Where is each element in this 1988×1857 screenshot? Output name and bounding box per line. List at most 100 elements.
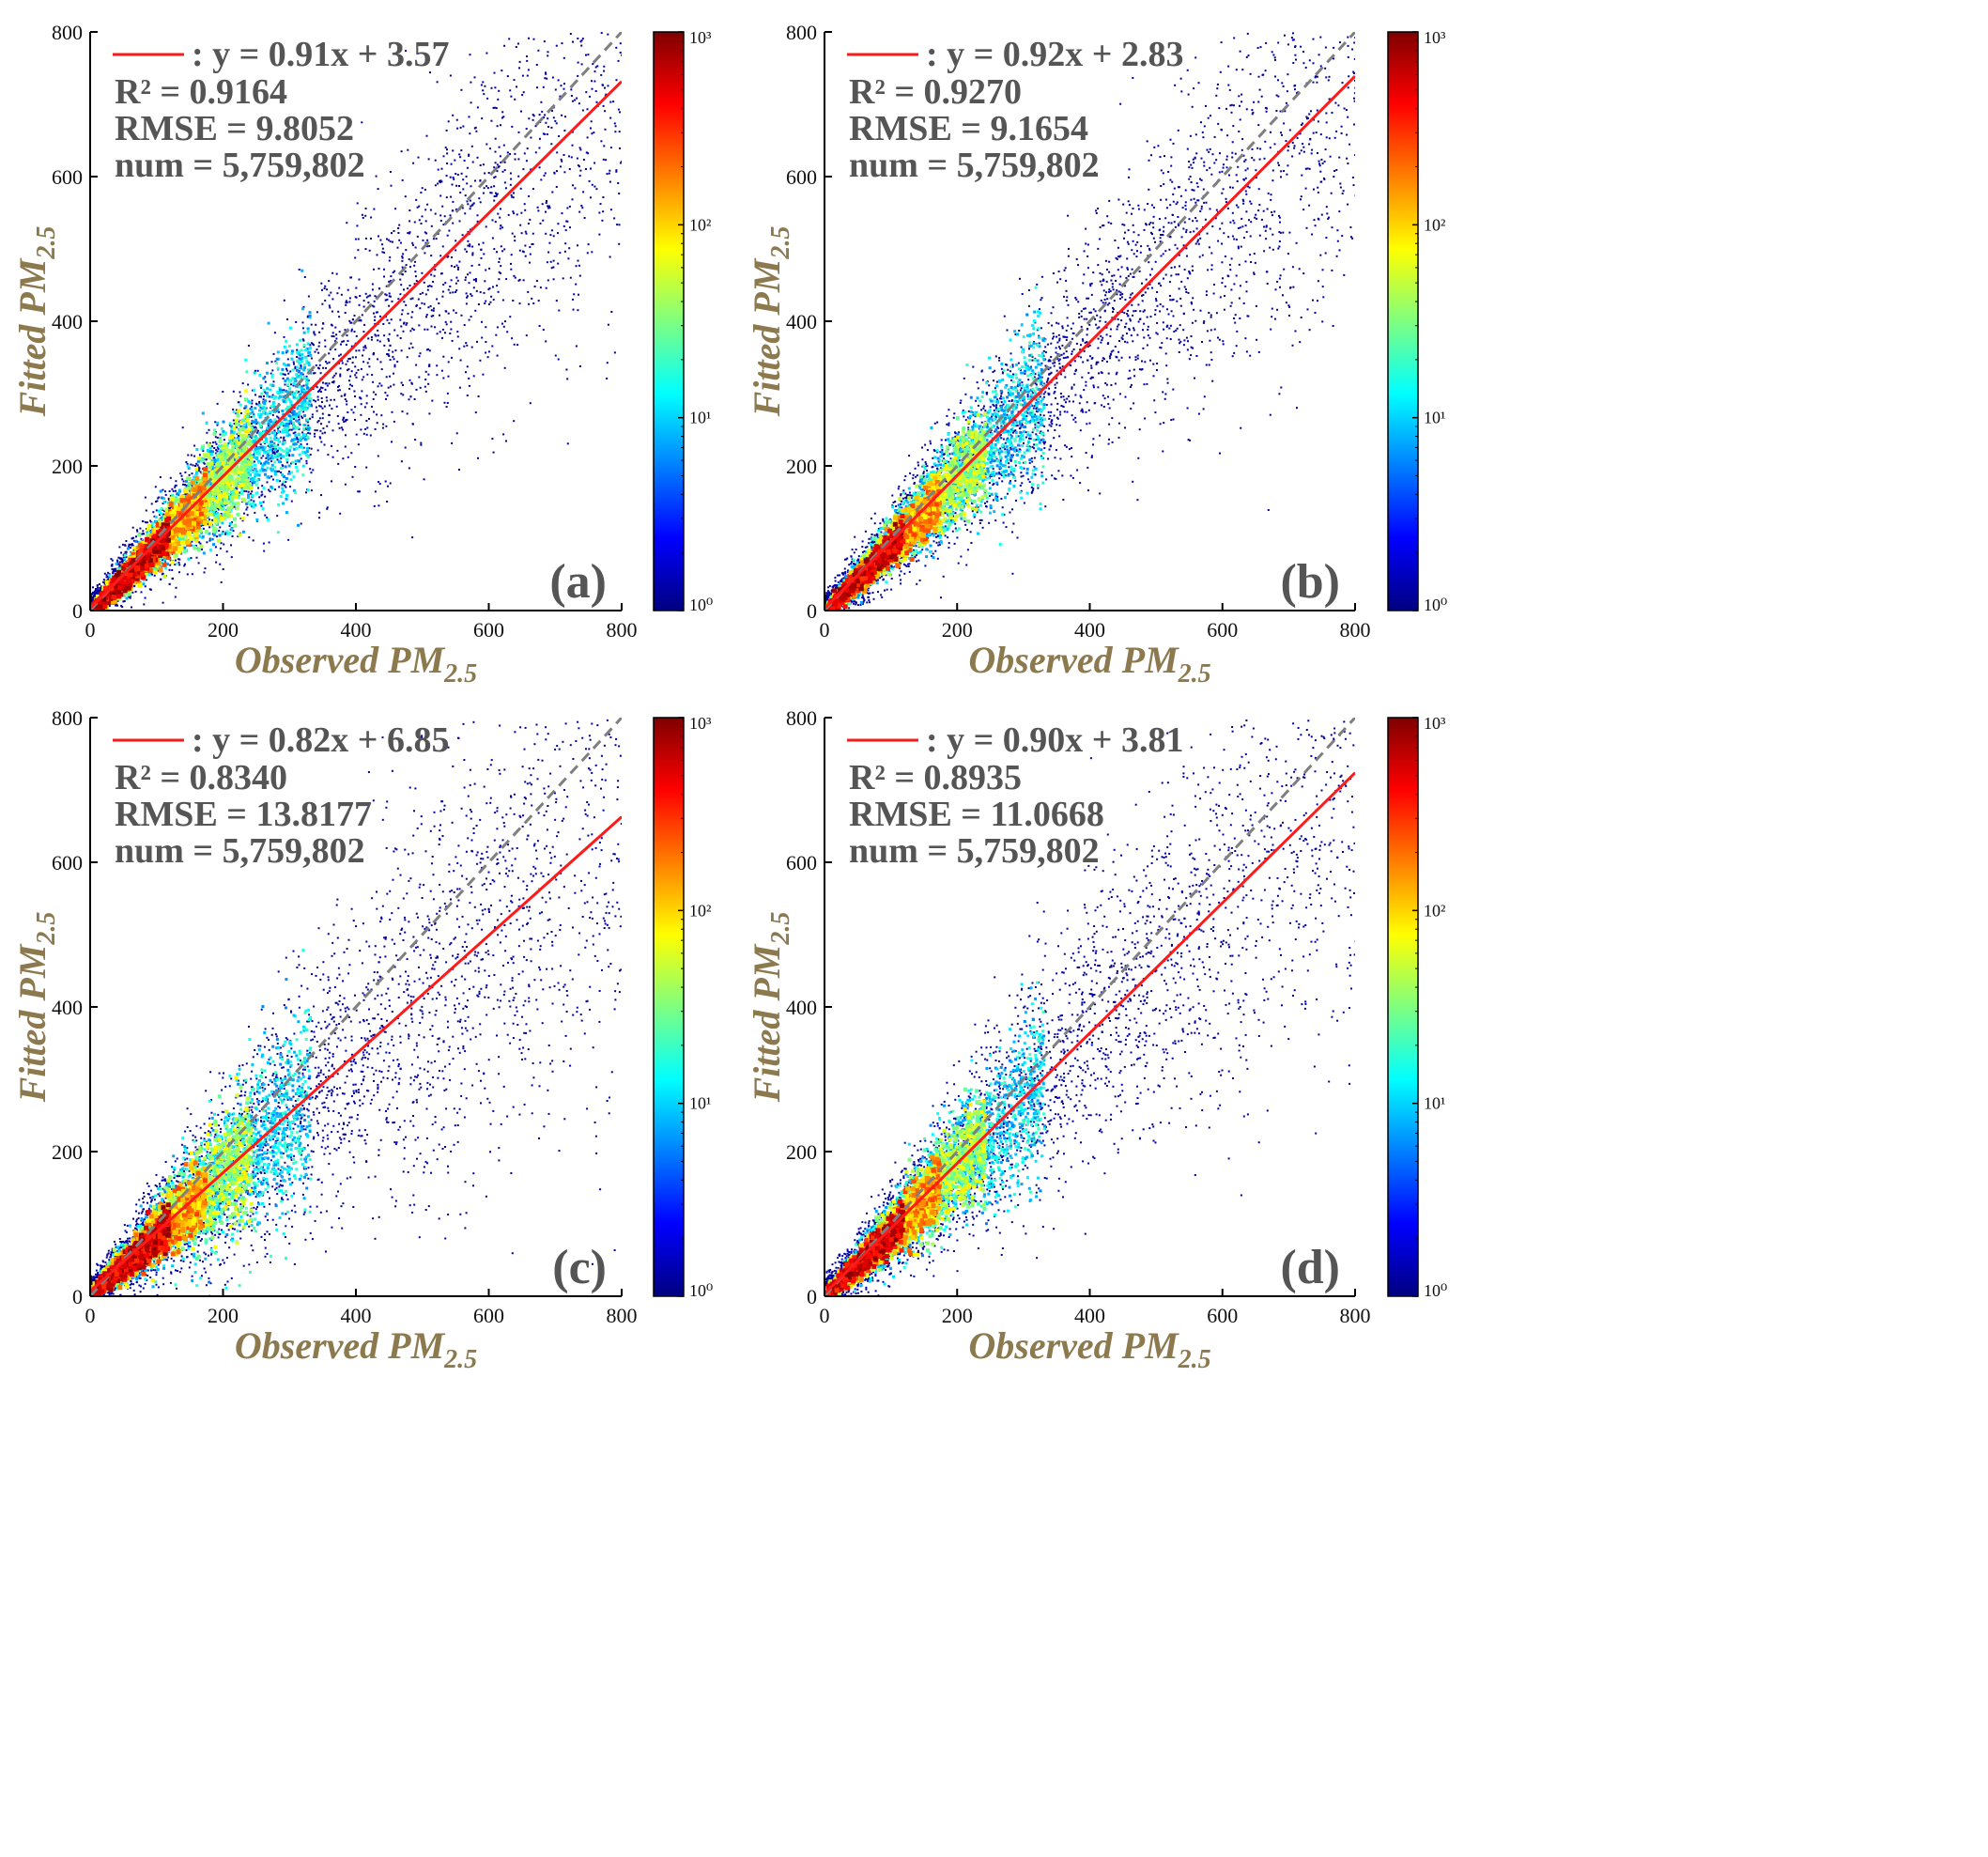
density-point bbox=[376, 254, 378, 256]
density-point bbox=[143, 603, 146, 606]
density-point bbox=[466, 295, 469, 298]
density-point bbox=[199, 457, 203, 460]
density-point bbox=[418, 205, 421, 208]
density-point bbox=[430, 315, 433, 317]
density-point bbox=[532, 188, 534, 191]
density-point bbox=[579, 169, 582, 172]
density-point bbox=[379, 239, 382, 241]
density-point bbox=[105, 574, 108, 577]
density-point bbox=[333, 398, 336, 401]
density-point bbox=[494, 162, 497, 164]
density-point bbox=[216, 424, 219, 426]
density-point bbox=[533, 286, 536, 287]
density-point bbox=[364, 292, 367, 295]
density-point bbox=[499, 216, 501, 219]
density-point bbox=[468, 154, 470, 157]
density-point bbox=[278, 426, 281, 428]
density-point bbox=[393, 358, 395, 361]
density-point bbox=[577, 244, 578, 247]
density-point bbox=[268, 442, 271, 446]
density-point bbox=[378, 235, 379, 238]
density-point bbox=[529, 218, 532, 221]
density-point bbox=[552, 235, 555, 238]
density-point bbox=[316, 386, 318, 389]
density-point bbox=[402, 330, 405, 333]
density-point bbox=[486, 356, 489, 359]
density-point bbox=[239, 491, 241, 494]
density-point bbox=[277, 449, 280, 452]
density-point bbox=[434, 326, 437, 329]
density-point bbox=[239, 395, 242, 397]
density-point bbox=[557, 358, 560, 361]
density-point bbox=[619, 52, 622, 54]
density-point bbox=[446, 392, 449, 395]
density-point bbox=[233, 423, 236, 426]
density-point bbox=[191, 540, 193, 543]
density-point bbox=[350, 330, 353, 333]
density-point bbox=[202, 527, 205, 530]
density-point bbox=[111, 559, 114, 562]
density-point bbox=[456, 331, 459, 333]
density-point bbox=[447, 255, 450, 257]
density-point bbox=[193, 444, 196, 447]
density-point bbox=[288, 449, 292, 453]
density-point bbox=[322, 427, 325, 430]
density-point bbox=[378, 483, 381, 486]
density-point bbox=[319, 405, 322, 408]
density-point bbox=[206, 520, 209, 524]
density-point bbox=[311, 416, 314, 419]
density-point bbox=[272, 478, 274, 481]
density-point bbox=[301, 373, 304, 376]
density-point bbox=[509, 183, 512, 186]
density-point bbox=[351, 475, 354, 478]
density-point bbox=[255, 403, 258, 406]
density-point bbox=[315, 400, 316, 403]
density-point bbox=[228, 524, 231, 527]
density-point bbox=[399, 293, 402, 296]
density-point bbox=[524, 244, 527, 247]
density-point bbox=[305, 450, 309, 454]
density-point bbox=[281, 410, 285, 412]
density-point bbox=[581, 109, 584, 112]
density-point bbox=[558, 135, 561, 137]
density-point bbox=[357, 368, 360, 371]
density-point bbox=[331, 324, 333, 327]
density-point bbox=[591, 87, 593, 90]
density-point bbox=[258, 373, 262, 377]
density-point bbox=[184, 493, 187, 495]
density-point bbox=[350, 345, 353, 348]
density-point bbox=[440, 369, 443, 372]
density-point bbox=[296, 407, 300, 410]
density-point bbox=[144, 496, 146, 499]
density-point bbox=[272, 405, 276, 409]
density-point bbox=[136, 530, 139, 533]
density-point bbox=[319, 372, 322, 375]
density-point bbox=[411, 423, 414, 426]
density-point bbox=[302, 327, 304, 330]
density-point bbox=[378, 382, 381, 385]
density-point bbox=[190, 557, 193, 560]
density-point bbox=[272, 380, 275, 383]
density-point bbox=[305, 383, 309, 387]
density-point bbox=[206, 431, 208, 434]
density-point bbox=[322, 322, 325, 325]
density-point bbox=[415, 304, 418, 306]
density-point bbox=[429, 304, 432, 307]
density-point bbox=[364, 208, 367, 209]
density-point bbox=[251, 399, 254, 402]
density-point bbox=[444, 332, 446, 334]
density-point bbox=[544, 172, 547, 175]
density-point bbox=[430, 309, 433, 312]
density-point bbox=[314, 435, 316, 438]
density-point bbox=[501, 299, 504, 302]
density-point bbox=[449, 176, 452, 178]
density-point bbox=[128, 596, 131, 598]
density-point bbox=[578, 365, 581, 367]
density-point bbox=[619, 162, 622, 164]
density-point bbox=[478, 263, 481, 266]
density-point bbox=[297, 441, 300, 443]
density-point bbox=[467, 203, 470, 206]
density-point bbox=[517, 158, 520, 161]
density-point bbox=[254, 407, 257, 410]
